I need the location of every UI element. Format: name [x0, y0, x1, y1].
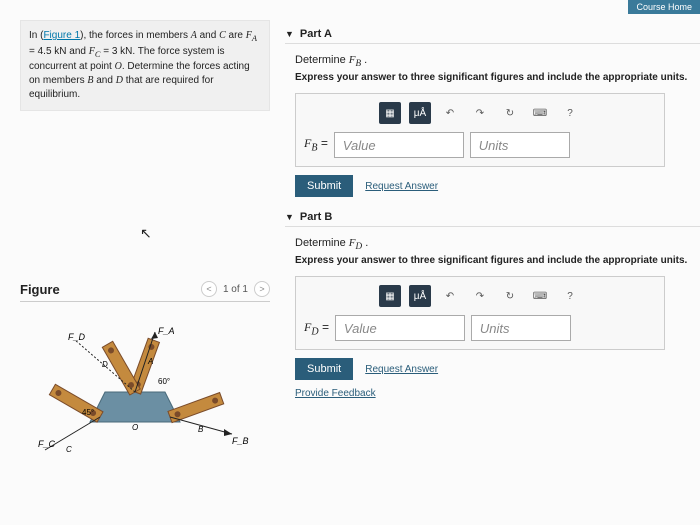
part-a-header[interactable]: ▼ Part A	[285, 28, 700, 44]
part-b-title: Part B	[300, 211, 332, 223]
figure-title: Figure	[20, 282, 60, 297]
help-icon[interactable]: ?	[559, 285, 581, 307]
caret-down-icon: ▼	[285, 212, 294, 222]
part-b-determine: Determine FD .	[295, 237, 700, 251]
reset-icon[interactable]: ↻	[499, 102, 521, 124]
part-a-toolbar: ▦ μÅ ↶ ↷ ↻ ⌨ ?	[304, 102, 656, 124]
symbols-icon[interactable]: μÅ	[409, 102, 431, 124]
problem-statement: In (Figure 1), the forces in members A a…	[20, 20, 270, 111]
label-FC: F_C	[38, 439, 56, 449]
part-b-value-input[interactable]: Value	[335, 315, 465, 341]
part-a-answer-box: ▦ μÅ ↶ ↷ ↻ ⌨ ? FB = Value Units	[295, 93, 665, 167]
right-column: ▼ Part A Determine FB . Express your ans…	[280, 0, 700, 525]
symbols-icon[interactable]: μÅ	[409, 285, 431, 307]
part-b-answer-box: ▦ μÅ ↶ ↷ ↻ ⌨ ? FD = Value Units	[295, 276, 665, 350]
figure-header: Figure < 1 of 1 >	[20, 281, 270, 302]
label-FA: F_A	[158, 326, 175, 336]
templates-icon[interactable]: ▦	[379, 285, 401, 307]
label-angle60: 60°	[158, 377, 170, 386]
provide-feedback-link[interactable]: Provide Feedback	[295, 388, 376, 399]
redo-icon[interactable]: ↷	[469, 285, 491, 307]
part-b-header[interactable]: ▼ Part B	[285, 211, 700, 227]
left-column: In (Figure 1), the forces in members A a…	[0, 0, 280, 525]
course-home-link[interactable]: Course Home	[628, 0, 700, 14]
svg-text:A: A	[147, 357, 153, 366]
problem-text-before: In (	[29, 30, 43, 41]
templates-icon[interactable]: ▦	[379, 102, 401, 124]
cursor-icon: ↖	[140, 225, 152, 242]
part-b-var-label: FD =	[304, 320, 329, 337]
part-b-body: Determine FD . Express your answer to th…	[285, 237, 700, 399]
part-a-submit-button[interactable]: Submit	[295, 175, 353, 197]
part-b-submit-button[interactable]: Submit	[295, 358, 353, 380]
undo-icon[interactable]: ↶	[439, 285, 461, 307]
part-a-title: Part A	[300, 28, 332, 40]
part-a-request-answer-link[interactable]: Request Answer	[365, 181, 438, 192]
part-a-var-label: FB =	[304, 136, 328, 153]
undo-icon[interactable]: ↶	[439, 102, 461, 124]
help-icon[interactable]: ?	[559, 102, 581, 124]
part-a-units-input[interactable]: Units	[470, 132, 570, 158]
svg-text:D: D	[102, 360, 108, 369]
part-b-instruction: Express your answer to three significant…	[295, 255, 700, 266]
figure-link[interactable]: Figure 1	[43, 30, 80, 41]
svg-text:B: B	[198, 425, 204, 434]
part-a-value-input[interactable]: Value	[334, 132, 464, 158]
redo-icon[interactable]: ↷	[469, 102, 491, 124]
label-angle45: 45°	[82, 408, 94, 417]
keyboard-icon[interactable]: ⌨	[529, 285, 551, 307]
part-b-units-input[interactable]: Units	[471, 315, 571, 341]
part-a-body: Determine FB . Express your answer to th…	[285, 54, 700, 197]
reset-icon[interactable]: ↻	[499, 285, 521, 307]
figure-diagram: F_A F_B F_C F_D 45° 60° A B C D O	[20, 322, 250, 462]
label-FB: F_B	[232, 436, 249, 446]
part-a-determine: Determine FB .	[295, 54, 700, 68]
svg-text:C: C	[66, 445, 72, 454]
part-b-request-answer-link[interactable]: Request Answer	[365, 364, 438, 375]
figure-counter: 1 of 1	[223, 284, 248, 295]
part-b-toolbar: ▦ μÅ ↶ ↷ ↻ ⌨ ?	[304, 285, 656, 307]
svg-text:O: O	[132, 423, 138, 432]
keyboard-icon[interactable]: ⌨	[529, 102, 551, 124]
part-a-instruction: Express your answer to three significant…	[295, 72, 700, 83]
figure-prev-button[interactable]: <	[201, 281, 217, 297]
figure-next-button[interactable]: >	[254, 281, 270, 297]
label-FD: F_D	[68, 332, 86, 342]
caret-down-icon: ▼	[285, 29, 294, 39]
